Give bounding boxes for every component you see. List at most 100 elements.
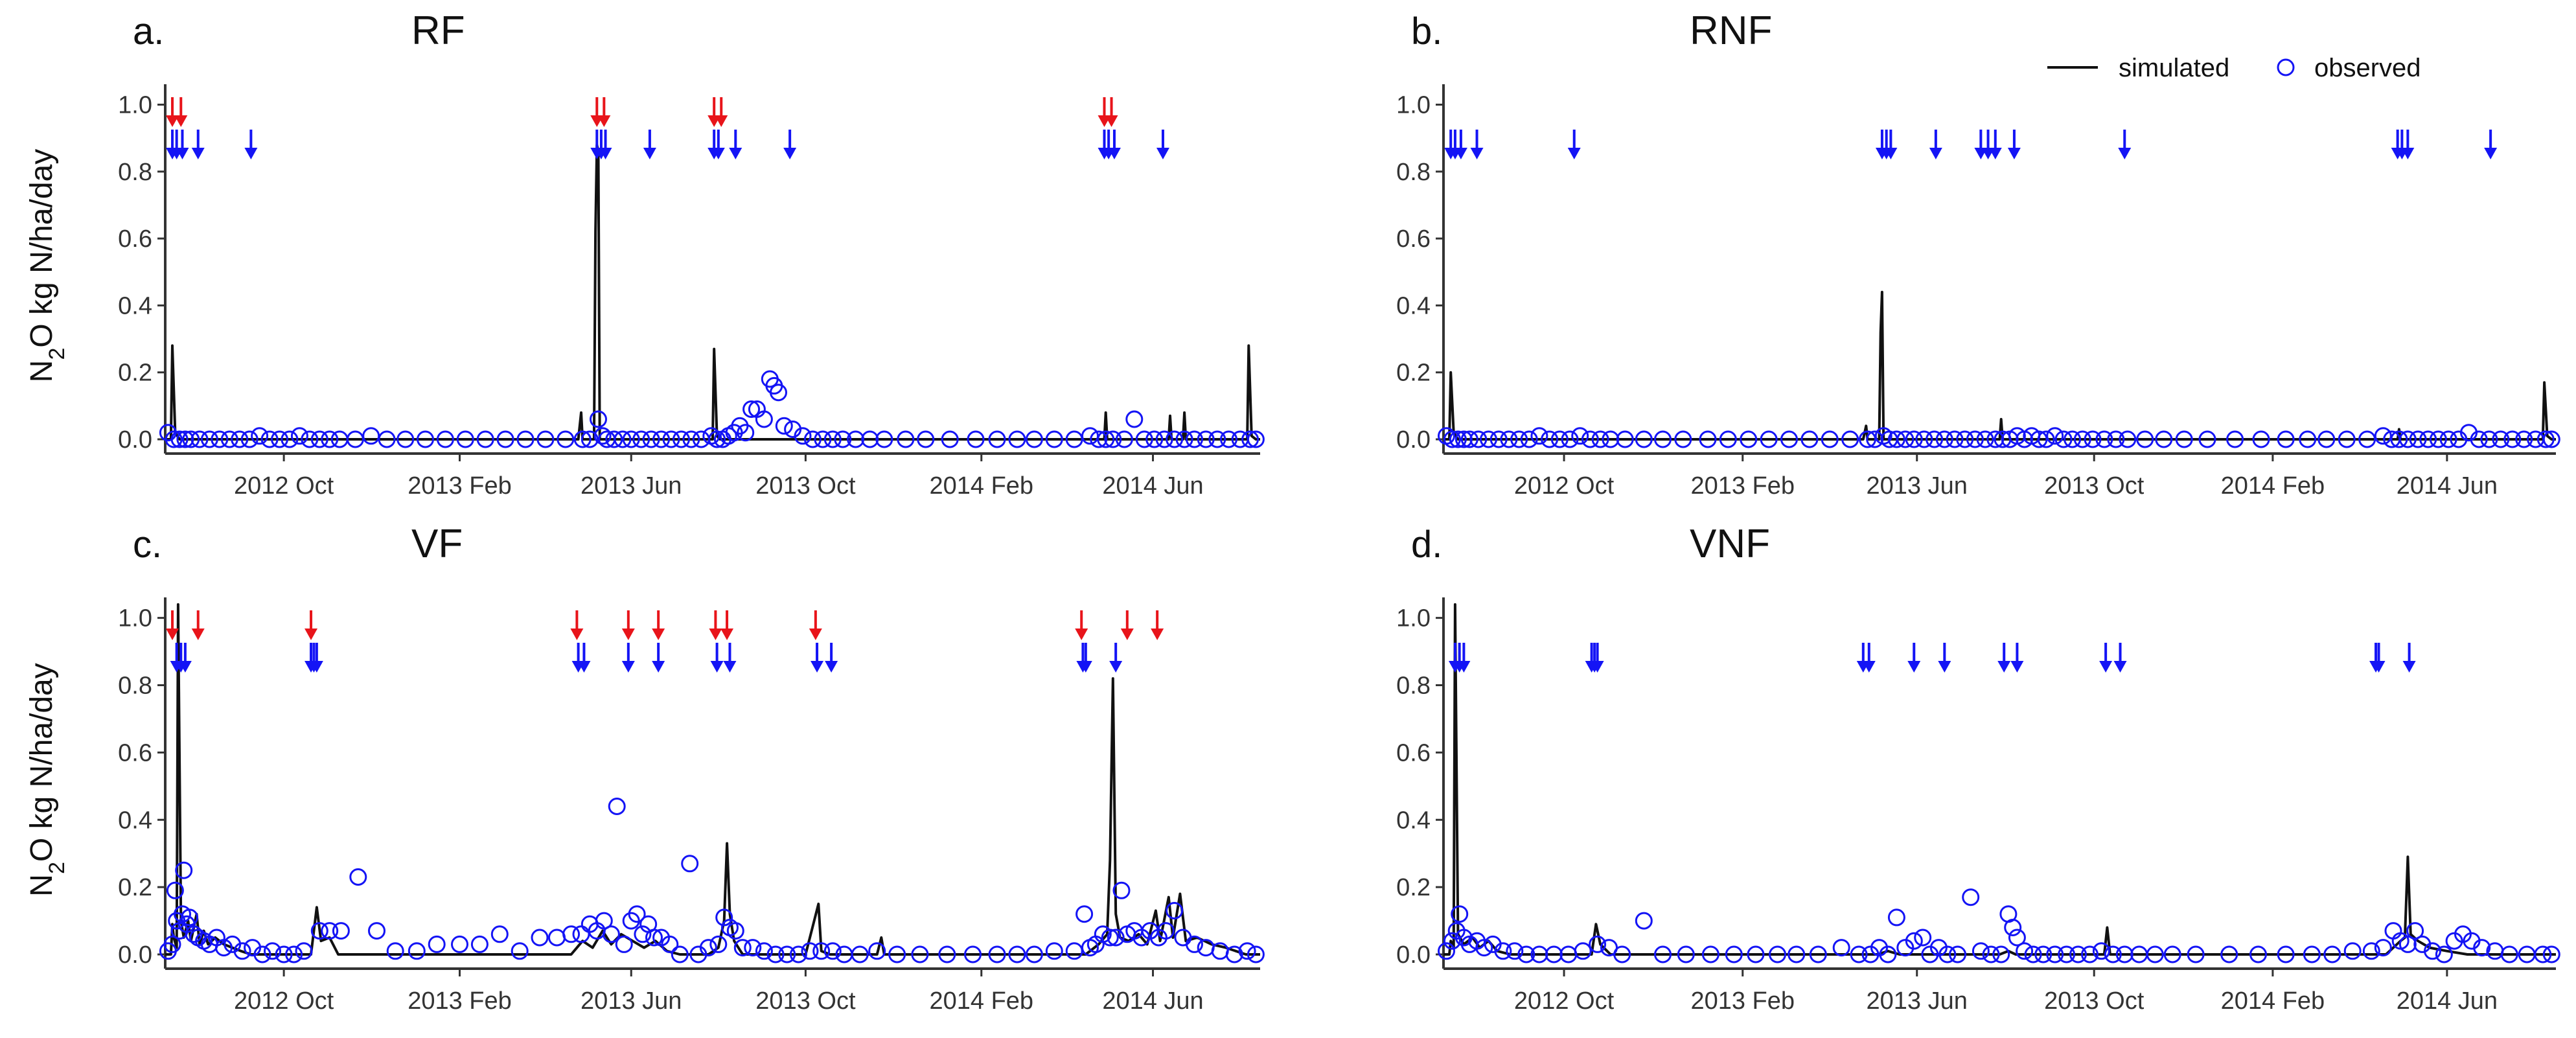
observed-point [1613, 945, 1631, 963]
observed-point [1443, 932, 1461, 950]
y-axis-label-main: N [25, 874, 59, 897]
observed-point [451, 935, 468, 953]
x-tick-label: 2014 Feb [2221, 472, 2325, 500]
panel-letter: c. [133, 524, 162, 566]
irrigation-arrow-icon [1929, 130, 1942, 159]
irrigation-arrow-icon [2099, 643, 2113, 673]
observed-point [397, 430, 415, 448]
observed-point [1101, 928, 1119, 947]
observed-point [1616, 430, 1634, 448]
observed-point [2473, 939, 2491, 957]
observed-point [2198, 430, 2216, 448]
irrigation-arrow-icon-head [1567, 148, 1581, 159]
simulated-series-line [1443, 603, 2556, 956]
observed-point [362, 427, 380, 445]
irrigation-arrow-icon [1591, 643, 1604, 673]
y-tick-label: 0.0 [1396, 426, 1431, 454]
observed-point [1475, 939, 1493, 957]
panel-b: b. RNF 0.0 0.2 0.4 0.6 0.8 1.0 2012 Oct 2013 Feb 2… [1396, 8, 2560, 500]
irrigation-arrow-icon-head [1156, 148, 1169, 159]
irrigation-arrow-icon [2401, 130, 2415, 159]
observed-point [233, 942, 251, 960]
observed-point [988, 430, 1006, 448]
observed-point [240, 430, 259, 448]
panel-title: RNF [1690, 8, 1772, 53]
irrigation-arrow-icon-head [710, 661, 724, 673]
irrigation-arrow-icon [1454, 130, 1467, 159]
observed-point [166, 881, 184, 899]
observed-point [572, 925, 590, 943]
y-tick-label: 0.0 [118, 941, 152, 969]
observed-point [681, 855, 699, 873]
observed-point [897, 430, 915, 448]
observed-point [1155, 430, 1173, 448]
observed-point [1075, 905, 1094, 923]
irrigation-arrow-icon [599, 130, 612, 159]
observed-point [2435, 945, 2453, 963]
irrigation-arrow-icon [1988, 130, 2002, 159]
y-tick-label: 0.2 [1396, 360, 1431, 387]
observed-point [581, 430, 599, 448]
irrigation-arrow-icon [1079, 643, 1092, 673]
observed-point [766, 945, 785, 963]
x-tick-label: 2014 Jun [1102, 472, 1203, 500]
observed-point [938, 945, 956, 963]
irrigation-arrow-icon-head [599, 148, 612, 159]
fertilizer-arrow-icon-head [191, 629, 205, 640]
y-tick-label: 0.6 [1396, 225, 1431, 253]
irrigation-arrow-icon-head [1079, 661, 1092, 673]
observed-point [789, 945, 807, 963]
observed-point [251, 427, 269, 445]
observed-point [1112, 881, 1131, 899]
observed-point [645, 928, 663, 947]
y-tick-label: 0.8 [1396, 159, 1431, 186]
observed-point [1677, 945, 1695, 963]
observed-point [614, 430, 632, 448]
irrigation-arrow-icon [1997, 643, 2011, 673]
observed-point [1008, 945, 1026, 963]
y-tick-label: 1.0 [118, 605, 152, 632]
irrigation-arrow-icon [577, 643, 591, 673]
panel-title: RF [411, 8, 465, 53]
observed-point [2323, 945, 2341, 963]
fertilizer-arrow-icon [191, 610, 205, 640]
observed-point [2454, 925, 2472, 943]
observed-point [264, 942, 281, 960]
observed-point [593, 427, 612, 445]
fertilizer-arrow-icon-head [570, 629, 584, 640]
x-tick-label: 2012 Oct [234, 987, 334, 1015]
irrigation-arrow-icon-head [2402, 661, 2416, 673]
x-tick-label: 2013 Oct [755, 987, 856, 1015]
x-tick-label: 2012 Oct [234, 472, 334, 500]
fertilizer-arrow-icon [1120, 610, 1134, 640]
observed-point [1896, 939, 1915, 957]
observed-point [671, 945, 689, 963]
observed-point [733, 939, 752, 957]
irrigation-arrow-icon-head [1884, 148, 1898, 159]
observed-point [917, 430, 935, 448]
x-tick-label: 2014 Feb [2221, 987, 2325, 1015]
x-tick-label: 2012 Oct [1514, 987, 1615, 1015]
observed-point [531, 928, 549, 947]
panel-a: a. RF 0.0 0.2 0.4 0.6 0.8 1.0 2012 Oct 2013 Feb 20… [25, 8, 1265, 500]
observed-point [1090, 430, 1108, 448]
observed-point [652, 430, 671, 448]
observed-point [1208, 430, 1226, 448]
x-tick-label: 2013 Feb [1690, 987, 1795, 1015]
observed-point [1247, 945, 1265, 963]
observed-point [632, 430, 650, 448]
observed-point [428, 935, 446, 953]
observed-point [941, 430, 959, 448]
observed-point [1938, 945, 1957, 963]
observed-point [1935, 430, 1953, 448]
irrigation-arrow-icon [643, 130, 656, 159]
observed-point [1469, 430, 1488, 448]
observed-point [2542, 945, 2560, 963]
observed-point [823, 942, 842, 960]
observed-point [1506, 942, 1524, 960]
observed-point [1914, 928, 1932, 947]
observed-point [823, 430, 842, 448]
observed-point [1719, 430, 1737, 448]
y-tick-label: 0.6 [118, 739, 152, 767]
observed-point [1107, 928, 1125, 947]
